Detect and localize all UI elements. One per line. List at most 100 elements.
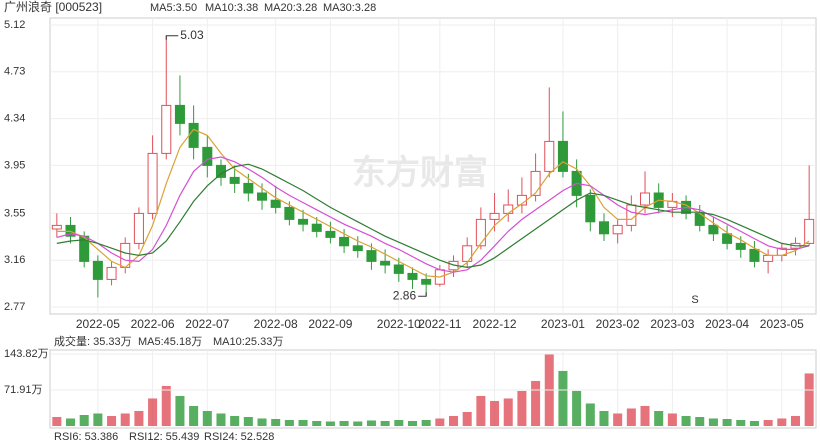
y-tick-label: 4.73 xyxy=(4,66,25,78)
volume-bar xyxy=(736,419,746,426)
x-tick-label: 2023-02 xyxy=(596,317,640,331)
volume-bar xyxy=(517,390,527,426)
y-tick-label: 2.77 xyxy=(4,301,25,313)
watermark: 东方财富 xyxy=(352,153,488,192)
candle-body xyxy=(133,212,144,244)
ma-line xyxy=(56,128,810,278)
candle-body xyxy=(229,176,240,184)
volume-bar xyxy=(777,418,787,426)
volume-frame xyxy=(49,349,817,429)
volume-bar xyxy=(120,413,130,426)
volume-bar xyxy=(558,370,568,426)
y-tick-label: 71.91万 xyxy=(4,384,43,396)
volume-bar xyxy=(749,420,759,426)
volume-bar xyxy=(79,414,89,426)
candle-body xyxy=(763,254,774,262)
signal-marker: S xyxy=(691,294,698,306)
volume-bar xyxy=(626,408,636,426)
rsi-label: RSI6: 53.386 xyxy=(54,431,118,443)
volume-bar xyxy=(695,416,705,426)
candle-body xyxy=(51,224,62,230)
legend-ma5: MA5:3.50 xyxy=(150,2,197,14)
volume-bar xyxy=(599,410,609,426)
volume-bar xyxy=(312,420,322,426)
volume-bar xyxy=(380,420,390,426)
volume-bar xyxy=(407,420,417,426)
volume-bar xyxy=(66,418,76,426)
volume-bar xyxy=(763,419,773,426)
low-label: 2.86 xyxy=(393,288,417,302)
volume-bar xyxy=(134,410,144,426)
volume-bar xyxy=(325,421,335,426)
candle-body xyxy=(147,152,158,214)
x-tick-label: 2022-09 xyxy=(308,317,352,331)
candle-body xyxy=(298,218,309,225)
candle-body xyxy=(284,206,295,220)
rsi-label: RSI24: 52.528 xyxy=(204,431,274,443)
volume-bar xyxy=(613,413,623,426)
candle-body xyxy=(489,212,500,220)
x-tick-label: 2023-03 xyxy=(650,317,694,331)
volume-bar xyxy=(503,398,513,426)
price-frame xyxy=(49,17,817,315)
candle-body xyxy=(530,170,541,196)
candle-body xyxy=(407,272,418,280)
volume-bar xyxy=(654,410,664,426)
candle-body xyxy=(243,182,254,194)
candle-body xyxy=(612,224,623,235)
x-tick-label: 2023-04 xyxy=(705,317,749,331)
candle-body xyxy=(557,140,568,172)
x-tick-label: 2023-01 xyxy=(541,317,585,331)
low-pointer xyxy=(418,292,427,297)
x-tick-label: 2022-07 xyxy=(185,317,229,331)
volume-bar xyxy=(572,390,582,426)
volume-bar xyxy=(449,415,459,426)
candle-body xyxy=(804,218,815,244)
volume-bar xyxy=(339,420,349,426)
y-tick-label: 3.55 xyxy=(4,207,25,219)
candle-body xyxy=(475,218,486,247)
legend-entry: MA30:3.28 xyxy=(323,2,376,14)
y-tick-label: 5.12 xyxy=(4,19,25,31)
candle-body xyxy=(598,221,609,235)
volume-bar xyxy=(366,420,376,426)
high-pointer xyxy=(165,35,179,40)
candle-body xyxy=(503,204,514,214)
volume-bar xyxy=(52,416,62,426)
candle-body xyxy=(393,264,404,274)
volume-bar xyxy=(585,403,595,426)
legend-entry: MA10:3.38 xyxy=(205,2,258,14)
volume-bar xyxy=(722,418,732,426)
volume-legend: MA5:45.18万 xyxy=(138,336,202,348)
volume-bar xyxy=(161,385,171,426)
x-tick-label: 2022-08 xyxy=(254,317,298,331)
volume-bar xyxy=(394,419,404,426)
candle-body xyxy=(161,104,172,154)
ma-line xyxy=(56,163,810,269)
candle-body xyxy=(421,278,432,285)
volume-bar xyxy=(202,410,212,426)
candle-body xyxy=(544,140,555,172)
volume-bar xyxy=(462,411,472,426)
volume-bar xyxy=(148,398,158,426)
volume-bar xyxy=(790,415,800,426)
candle-body xyxy=(311,223,322,232)
candle-body xyxy=(735,242,746,250)
volume-bar xyxy=(175,395,185,426)
x-tick-label: 2022-05 xyxy=(76,317,120,331)
volume-bar xyxy=(189,405,199,426)
candle-body xyxy=(749,248,760,262)
volume-title: 成交量: 35.33万 xyxy=(54,334,132,348)
candle-body xyxy=(106,266,117,280)
x-tick-label: 2022-11 xyxy=(418,317,461,331)
candle-body xyxy=(339,236,350,247)
candle-body xyxy=(215,164,226,178)
volume-bar xyxy=(243,416,253,426)
volume-bar xyxy=(804,373,814,426)
candle-body xyxy=(257,192,268,201)
high-label: 5.03 xyxy=(180,28,204,42)
ma-line xyxy=(56,156,810,273)
volume-bar xyxy=(353,421,363,426)
y-tick-label: 3.16 xyxy=(4,254,25,266)
candle-body xyxy=(626,204,637,226)
